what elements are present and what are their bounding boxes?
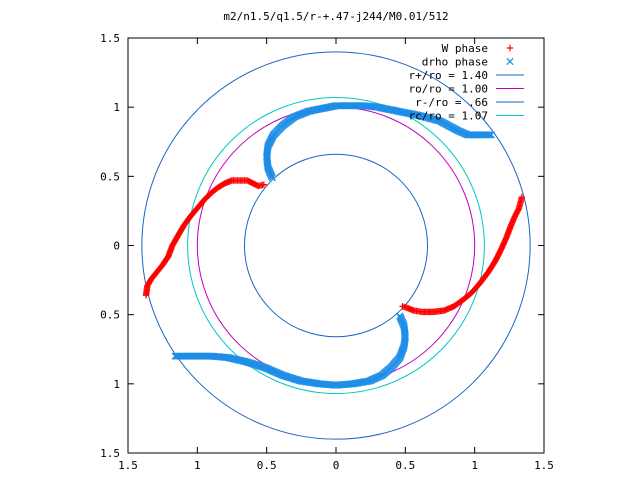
circle-r-1_07 — [187, 96, 485, 395]
drho-phase-point-d2 — [172, 352, 181, 360]
drho-phase-point-d2 — [486, 131, 494, 139]
legend-label: ro/ro = 1.00 — [409, 83, 488, 96]
x-tick-label: 1 — [471, 459, 478, 472]
legend-marker-sample-d2 — [506, 57, 514, 66]
drho-phase-point-d2 — [432, 116, 440, 124]
drho-phase-point — [174, 352, 182, 360]
legend-label: rc/ro = 1.07 — [409, 110, 488, 123]
legend-label: W phase — [442, 42, 488, 55]
drho-phase-point-d2 — [174, 352, 182, 360]
drho-phase-point — [484, 131, 493, 139]
y-tick-label: 1.5 — [100, 32, 120, 45]
drho-phase-point-d2 — [487, 131, 495, 139]
x-tick-label: 1.5 — [118, 459, 138, 472]
drho-phase-point-d2 — [484, 131, 493, 139]
x-tick-label: 1.5 — [534, 459, 554, 472]
circle-r-1 — [196, 106, 476, 385]
y-tick-label: 1 — [113, 378, 120, 391]
drho-phase-point-d2 — [433, 116, 442, 124]
y-tick-label: 0 — [113, 240, 120, 253]
drho-phase-point — [171, 352, 179, 360]
drho-phase-point — [172, 352, 181, 360]
y-tick-label: 1 — [113, 101, 120, 114]
phase-points — [142, 102, 526, 389]
w-phase-point — [518, 193, 526, 201]
legend-label: drho phase — [422, 56, 488, 69]
legend-marker-sample — [506, 57, 514, 66]
y-tick-label: 0.5 — [100, 309, 120, 322]
legend-label: r-/ro = .66 — [415, 96, 488, 109]
x-tick-label: 0 — [333, 459, 340, 472]
chart-title: m2/n1.5/q1.5/r-+.47-j244/M0.01/512 — [223, 10, 448, 23]
x-tick-label: 0.5 — [395, 459, 415, 472]
y-tick-label: 0.5 — [100, 170, 120, 183]
circle-r-1_4 — [141, 51, 531, 440]
drho-phase-point-d2 — [435, 117, 443, 125]
circle-r-0_66 — [243, 153, 429, 338]
drho-phase-point-d2 — [171, 352, 179, 360]
y-tick-label: 1.5 — [100, 447, 120, 460]
legend-label: r+/ro = 1.40 — [409, 69, 488, 82]
x-tick-label: 1 — [194, 459, 201, 472]
x-tick-label: 0.5 — [257, 459, 277, 472]
legend-marker-sample — [506, 44, 514, 52]
w-phase-point — [260, 181, 268, 188]
axis-ticks: 1.5 1 0.5 0 0.5 1 1.51.510.500.511.5 — [100, 32, 554, 472]
drho-phase-point — [487, 131, 495, 139]
drho-phase-point — [486, 131, 494, 139]
